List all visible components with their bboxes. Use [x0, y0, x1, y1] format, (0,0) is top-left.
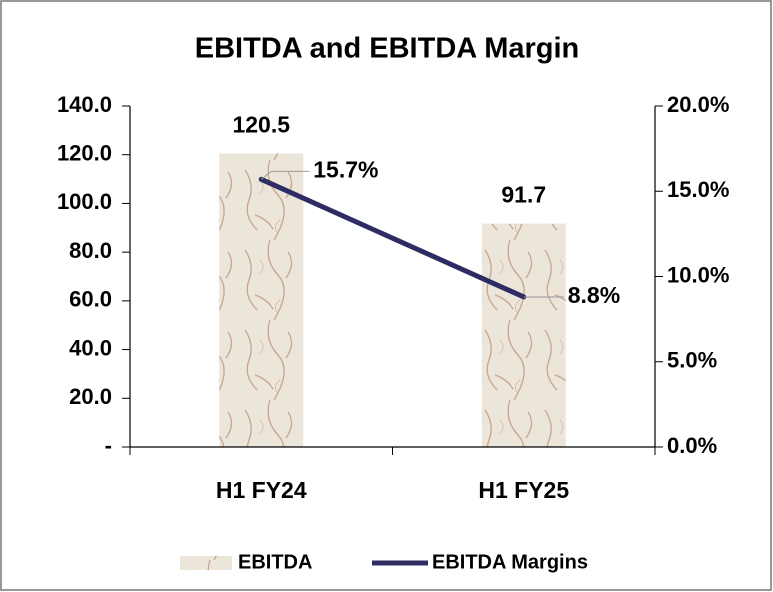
- chart-title: EBITDA and EBITDA Margin: [195, 33, 580, 65]
- bar: [219, 153, 304, 447]
- bar-value-label: 91.7: [501, 182, 546, 208]
- margin-line: [258, 176, 527, 300]
- x-tick-label: H1 FY24: [216, 477, 307, 503]
- y-tick-label: 120.0: [57, 141, 112, 166]
- y-tick-label: 140.0: [57, 92, 112, 117]
- y-tick-label: 60.0: [69, 287, 112, 312]
- leader-line: [260, 170, 310, 180]
- legend-label: EBITDA: [238, 551, 312, 573]
- bar: [481, 223, 566, 447]
- legend-swatch: [180, 556, 232, 570]
- y2-tick-label: 5.0%: [667, 348, 717, 373]
- y2-tick-label: 15.0%: [667, 177, 729, 202]
- y-tick-label: 20.0: [69, 384, 112, 409]
- legend-label: EBITDA Margins: [432, 551, 588, 573]
- bar-value-label: 120.5: [232, 112, 290, 138]
- y2-tick-label: 10.0%: [667, 262, 729, 287]
- y2-tick-label: 20.0%: [667, 92, 729, 117]
- x-tick-label: H1 FY25: [478, 477, 569, 503]
- y-tick-label: 80.0: [69, 238, 112, 263]
- line-value-label: 15.7%: [313, 156, 378, 182]
- y-tick-label: 100.0: [57, 189, 112, 214]
- line-value-label: 8.8%: [568, 282, 620, 308]
- y-tick-label: 40.0: [69, 335, 112, 360]
- y-tick-label: -: [105, 433, 112, 458]
- y2-tick-label: 0.0%: [667, 433, 717, 458]
